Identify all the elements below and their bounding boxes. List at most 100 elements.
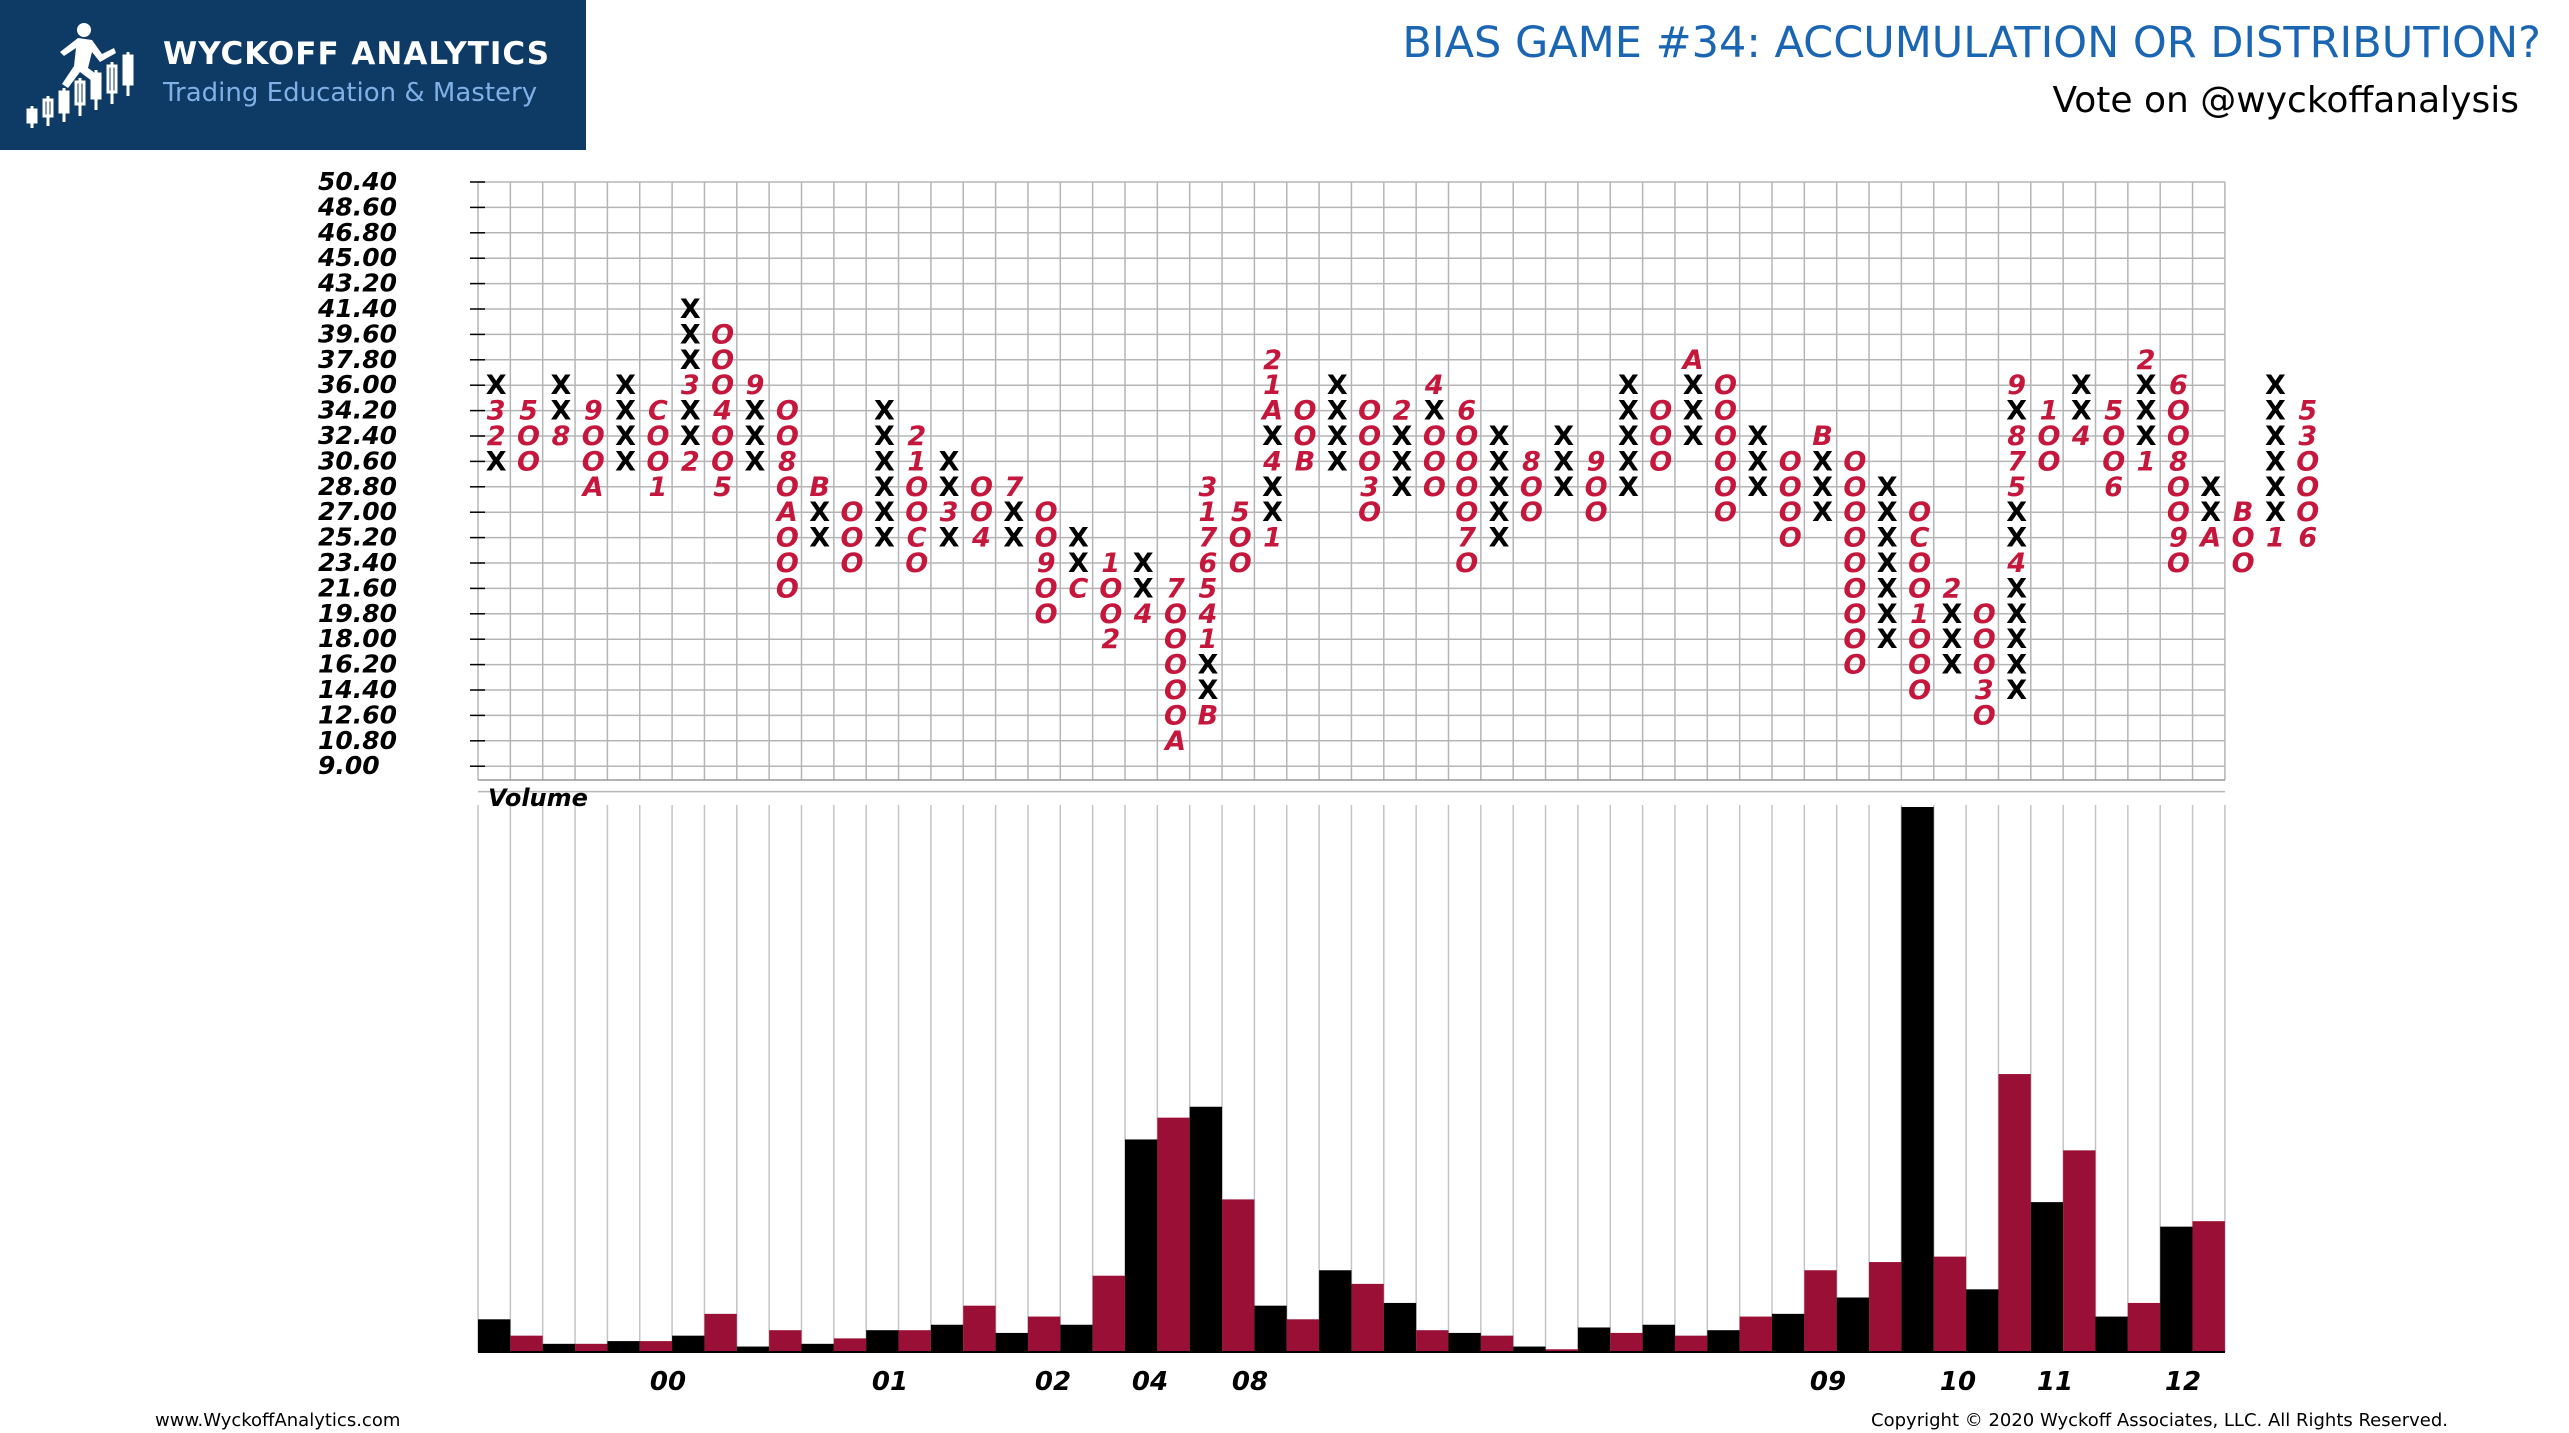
volume-bar xyxy=(1836,1297,1870,1352)
pf-o-mark: O xyxy=(711,446,734,477)
pf-x-mark: X xyxy=(1262,497,1283,528)
pf-o-mark: O xyxy=(582,446,605,477)
y-tick-label: 12.60 xyxy=(318,700,397,729)
pf-x-mark: X xyxy=(1197,650,1218,681)
pf-month-mark: 1 xyxy=(1910,599,1929,630)
pf-x-mark: X xyxy=(2071,396,2092,427)
pf-o-mark: O xyxy=(1099,599,1122,630)
volume-bar xyxy=(1157,1117,1190,1352)
pf-month-mark: A xyxy=(1260,396,1283,427)
pf-x-mark: X xyxy=(1942,624,1963,655)
volume-bar xyxy=(1125,1139,1158,1352)
pf-x-mark: X xyxy=(939,472,960,503)
pf-o-mark: O xyxy=(646,421,669,452)
pf-x-mark: X xyxy=(1327,396,1348,427)
pf-o-mark: O xyxy=(1843,497,1866,528)
volume-bar xyxy=(1739,1316,1772,1352)
pf-o-mark: O xyxy=(1035,599,1058,630)
pf-x-mark: X xyxy=(745,446,766,477)
pf-month-mark: 2 xyxy=(681,446,700,477)
pf-o-mark: O xyxy=(2232,548,2255,579)
pf-x-mark: X xyxy=(680,421,701,452)
pf-o-mark: O xyxy=(905,497,928,528)
pf-o-mark: O xyxy=(776,573,799,604)
pf-x-mark: X xyxy=(874,472,895,503)
pf-o-mark: O xyxy=(1455,446,1478,477)
pf-month-mark: 4 xyxy=(971,523,991,554)
pf-o-mark: O xyxy=(1843,624,1866,655)
pf-month-mark: A xyxy=(581,472,604,503)
pf-x-mark: X xyxy=(1489,446,1510,477)
y-tick-label: 28.80 xyxy=(318,472,397,501)
pf-x-mark: X xyxy=(939,446,960,477)
pf-month-mark: 8 xyxy=(778,446,797,477)
pf-o-mark: O xyxy=(1229,523,1252,554)
pf-month-mark: 9 xyxy=(2007,370,2026,401)
pf-x-mark: X xyxy=(1812,497,1833,528)
pf-x-mark: X xyxy=(2265,370,2286,401)
pf-o-mark: O xyxy=(1164,650,1187,681)
brand-title: WYCKOFF ANALYTICS xyxy=(163,36,551,72)
pf-x-mark: X xyxy=(615,396,636,427)
pf-month-mark: A xyxy=(1163,726,1186,757)
pf-x-mark: X xyxy=(1424,396,1445,427)
pf-x-mark: X xyxy=(680,294,701,325)
brand-subtitle: Trading Education & Mastery xyxy=(163,78,538,108)
pf-month-mark: 6 xyxy=(2104,472,2123,503)
pf-o-mark: O xyxy=(1520,472,1543,503)
pf-month-mark: 6 xyxy=(1457,396,1476,427)
pf-month-mark: 5 xyxy=(2104,396,2123,427)
pf-o-mark: O xyxy=(1099,573,1122,604)
pf-o-mark: O xyxy=(1455,497,1478,528)
pf-x-mark: X xyxy=(486,370,507,401)
x-tick-label: 02 xyxy=(1035,1367,1071,1397)
pf-month-mark: 2 xyxy=(487,421,506,452)
pf-o-mark: O xyxy=(1843,523,1866,554)
pf-o-mark: O xyxy=(776,472,799,503)
pf-o-mark: O xyxy=(1423,472,1446,503)
volume-bar xyxy=(2160,1226,2193,1352)
pf-o-mark: O xyxy=(970,497,993,528)
pf-o-mark: O xyxy=(2296,446,2319,477)
pf-x-mark: X xyxy=(2071,370,2092,401)
pf-o-mark: O xyxy=(1843,446,1866,477)
pf-x-mark: X xyxy=(1942,599,1963,630)
pf-month-mark: 4 xyxy=(1197,599,1217,630)
pf-month-mark: 5 xyxy=(1198,573,1217,604)
pf-o-mark: O xyxy=(1973,599,1996,630)
pf-o-mark: O xyxy=(1843,548,1866,579)
pf-month-mark: 6 xyxy=(2298,523,2317,554)
pf-o-mark: O xyxy=(1164,624,1187,655)
pf-o-mark: O xyxy=(1843,573,1866,604)
y-tick-label: 41.40 xyxy=(317,294,397,323)
pf-x-mark: X xyxy=(2265,446,2286,477)
pf-month-mark: 1 xyxy=(2040,396,2059,427)
volume-bar xyxy=(542,1343,576,1352)
volume-bar xyxy=(1286,1319,1320,1352)
y-tick-label: 45.00 xyxy=(317,243,397,272)
y-tick-label: 25.20 xyxy=(318,523,397,552)
pf-x-mark: X xyxy=(2265,421,2286,452)
pf-x-mark: X xyxy=(615,421,636,452)
pf-month-mark: 3 xyxy=(1360,472,1379,503)
pf-month-mark: C xyxy=(907,523,927,554)
pf-month-mark: B xyxy=(2233,497,2254,528)
volume-bar xyxy=(736,1346,770,1352)
pf-x-mark: X xyxy=(1068,548,1089,579)
pf-x-mark: X xyxy=(1327,421,1348,452)
x-tick-label: 10 xyxy=(1940,1367,1976,1397)
volume-bar xyxy=(2063,1150,2096,1352)
pf-month-mark: A xyxy=(775,497,798,528)
pf-month-mark: 2 xyxy=(1101,624,1120,655)
volume-bar xyxy=(672,1335,705,1352)
pf-o-mark: O xyxy=(1229,548,1252,579)
pf-o-mark: O xyxy=(1649,421,1672,452)
pf-o-mark: O xyxy=(2167,472,2190,503)
y-tick-label: 18.00 xyxy=(318,624,397,653)
volume-bar xyxy=(639,1341,673,1352)
pf-month-mark: 5 xyxy=(713,472,732,503)
pf-month-mark: 3 xyxy=(2298,421,2317,452)
pf-x-mark: X xyxy=(1262,421,1283,452)
pf-month-mark: 4 xyxy=(2006,548,2026,579)
runner-candlestick-icon xyxy=(26,23,134,128)
